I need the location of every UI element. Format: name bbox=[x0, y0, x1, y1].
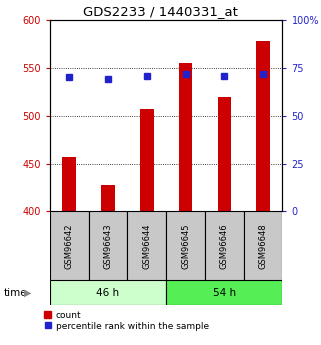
Text: 54 h: 54 h bbox=[213, 288, 236, 298]
Bar bbox=[127, 211, 166, 280]
Text: GDS2233 / 1440331_at: GDS2233 / 1440331_at bbox=[83, 5, 238, 18]
Text: ▶: ▶ bbox=[23, 288, 31, 298]
Bar bbox=[140, 109, 153, 211]
Legend: count, percentile rank within the sample: count, percentile rank within the sample bbox=[43, 310, 210, 332]
Text: GSM96643: GSM96643 bbox=[103, 223, 112, 269]
Bar bbox=[166, 280, 282, 305]
Text: GSM96645: GSM96645 bbox=[181, 223, 190, 269]
Bar bbox=[62, 157, 76, 211]
Text: GSM96646: GSM96646 bbox=[220, 223, 229, 269]
Text: GSM96642: GSM96642 bbox=[65, 223, 74, 269]
Bar bbox=[50, 280, 166, 305]
Bar bbox=[166, 211, 205, 280]
Bar bbox=[244, 211, 282, 280]
Text: GSM96648: GSM96648 bbox=[259, 223, 268, 269]
Text: 46 h: 46 h bbox=[96, 288, 119, 298]
Bar bbox=[89, 211, 127, 280]
Bar bbox=[101, 185, 115, 211]
Text: time: time bbox=[3, 288, 27, 298]
Bar bbox=[256, 41, 270, 211]
Bar bbox=[218, 97, 231, 211]
Bar bbox=[50, 211, 89, 280]
Text: GSM96644: GSM96644 bbox=[142, 223, 151, 269]
Bar bbox=[205, 211, 244, 280]
Bar bbox=[179, 63, 192, 211]
